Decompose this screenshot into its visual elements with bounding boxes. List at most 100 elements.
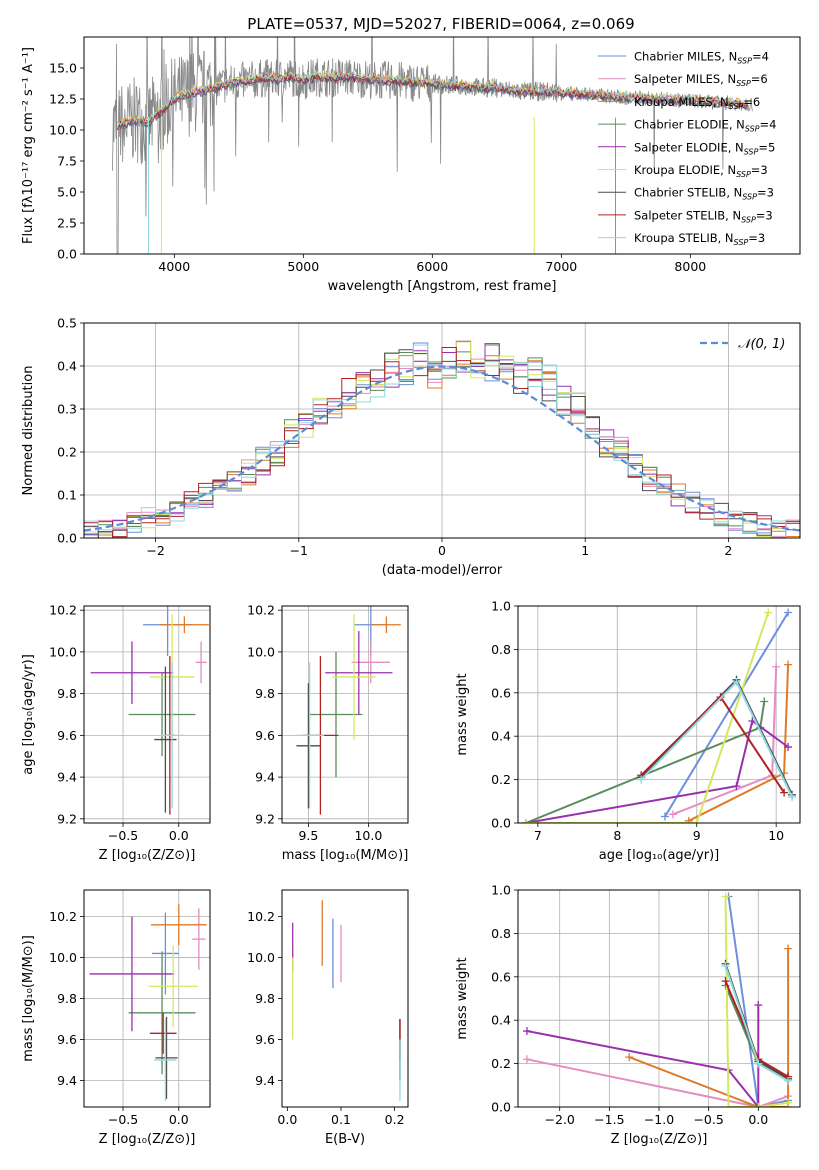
y-tick-label: 9.8 (57, 686, 77, 701)
legend-subscript: SSP (736, 79, 751, 88)
legend-name: Salpeter MILES, N (634, 72, 736, 86)
mass-weight-marker (668, 810, 677, 819)
mass-weight-line-1 (526, 1058, 789, 1107)
mass-weight-line-5 (525, 612, 770, 823)
y-tick-label: 0.4 (57, 359, 77, 374)
mass-weight-line-4 (525, 719, 789, 823)
mass-weight-marker (764, 608, 773, 617)
observed-spectrum (112, 37, 753, 254)
data-point (148, 945, 198, 1028)
plot-area (518, 890, 800, 1107)
data-point (195, 641, 207, 684)
x-tick-label: −0.5 (693, 1112, 723, 1127)
mass-weight-marker (754, 1103, 763, 1107)
x-tick-label: 8 (613, 828, 621, 843)
plot-area (282, 606, 408, 823)
legend-name: Kroupa ELODIE, N (634, 163, 736, 177)
y-axis-label: mass [log₁₀(M/M⊙)] (21, 935, 36, 1062)
legend-nssp: =6 (751, 72, 768, 86)
plot-age-vs-mass: 9.5 10.0 9.2 9.4 9.6 9.8 10.0 10.2 mass [log₁₀(M… (247, 603, 409, 863)
y-tick-label: 0.2 (491, 1056, 511, 1071)
data-point (128, 951, 196, 1075)
x-tick-label: 0.1 (331, 1112, 351, 1127)
legend-name: Salpeter ELODIE, N (634, 140, 744, 154)
y-tick-label: 10.2 (247, 603, 275, 618)
plot-mass-vs-ebv: 0.0 0.1 0.2 9.4 9.6 9.8 10.0 10.2 E(B-V) (247, 889, 409, 1147)
data-point (150, 904, 207, 946)
plot-area (84, 323, 800, 538)
x-axis-label: Z [log₁₀(Z/Z⊙)] (99, 1132, 196, 1147)
plot-age-vs-Z: −0.5 0.0 9.2 9.4 9.6 9.8 10.0 10.2 Z [log₁₀(Z/Z⊙… (21, 603, 211, 863)
data-point (372, 616, 401, 634)
legend-name: Chabrier ELODIE, N (634, 118, 745, 132)
y-tick-label: 9.6 (57, 1032, 77, 1047)
figure-plots: 4000 5000 6000 7000 80000.02.55.07.510.012.5… (21, 36, 801, 1147)
y-axis-label: age [log₁₀(age/yr)] (21, 654, 36, 775)
y-tick-label: 0.6 (491, 969, 511, 984)
y-axis-label: mass weight (455, 673, 470, 755)
legend-entry: Salpeter ELODIE, NSSP=5 (634, 140, 775, 156)
legend-nssp: =3 (757, 186, 774, 200)
y-tick-label: 9.4 (255, 770, 275, 785)
legend-nssp: =4 (760, 118, 777, 132)
plot-frame (83, 605, 211, 824)
x-tick-label: 5000 (287, 259, 319, 274)
x-axis-label: mass [log₁₀(M/M⊙)] (282, 848, 409, 863)
legend-subscript: SSP (744, 147, 759, 156)
mass-weight-marker (521, 819, 530, 823)
data-point (160, 662, 184, 809)
x-tick-label: 1 (581, 543, 589, 558)
data-point (325, 631, 393, 715)
mass-weight-marker (784, 944, 793, 953)
x-axis-label: Z [log₁₀(Z/Z⊙)] (611, 1132, 708, 1147)
x-tick-label: 0.0 (169, 1112, 189, 1127)
mass-weight-marker (780, 788, 789, 797)
legend-entry: Kroupa ELODIE, NSSP=3 (634, 163, 768, 179)
plot-mass-weight-vs-Z: −2.0 −1.5 −1.0 −0.5 0.0 0.0 0.2 0.4 0.6 0.8 1.0 Z [… (455, 883, 801, 1147)
x-tick-label: 8000 (674, 259, 706, 274)
data-point (154, 666, 177, 813)
legend-name: Chabrier STELIB, N (634, 186, 742, 200)
x-tick-label: 10 (768, 828, 784, 843)
plot-area (292, 900, 401, 1101)
mass-weight-marker (637, 775, 646, 784)
x-tick-label: 7 (534, 828, 542, 843)
plot-frame (517, 889, 801, 1108)
mass-weight-marker (684, 816, 693, 823)
data-point (149, 1012, 177, 1054)
mass-weight-marker (754, 1059, 763, 1068)
mass-weight-marker (784, 1098, 793, 1107)
y-tick-label: 0.8 (491, 642, 511, 657)
plot-area (84, 890, 210, 1107)
y-tick-label: 0.5 (57, 316, 77, 331)
y-tick-label: 9.8 (255, 686, 275, 701)
y-tick-label: 9.2 (57, 811, 77, 826)
legend-nssp: =6 (743, 95, 760, 109)
legend-entry: Chabrier MILES, NSSP=4 (634, 50, 769, 66)
x-axis-label: Z [log₁₀(Z/Z⊙)] (99, 848, 196, 863)
y-tick-label: 0.0 (57, 247, 77, 262)
y-tick-label: 0.0 (491, 1100, 511, 1115)
mass-weight-marker (625, 1053, 634, 1062)
legend-nssp: =3 (751, 163, 768, 177)
y-tick-label: 10.2 (49, 909, 77, 924)
x-tick-label: 0.0 (277, 1112, 297, 1127)
mass-weight-line-3 (525, 701, 766, 823)
y-tick-label: 5.0 (57, 185, 77, 200)
legend-subscript: SSP (736, 170, 751, 179)
legend-nssp: =5 (758, 140, 775, 154)
plot-area (112, 37, 753, 254)
y-tick-label: 0.3 (57, 402, 77, 417)
y-tick-label: 9.8 (255, 991, 275, 1006)
plot-residuals: −2 −1 0 1 2 0.0 0.1 0.2 0.3 0.4 0.5 (data-model)/er… (21, 316, 801, 578)
y-tick-label: 0.8 (491, 926, 511, 941)
y-tick-label: 7.5 (57, 154, 77, 169)
plot-frame (83, 36, 801, 255)
x-tick-label: −1.5 (594, 1112, 624, 1127)
x-tick-label: −1 (290, 543, 308, 558)
legend-nssp: =3 (748, 231, 765, 245)
y-tick-label: 1.0 (491, 883, 511, 898)
y-tick-label: 0.1 (57, 488, 77, 503)
